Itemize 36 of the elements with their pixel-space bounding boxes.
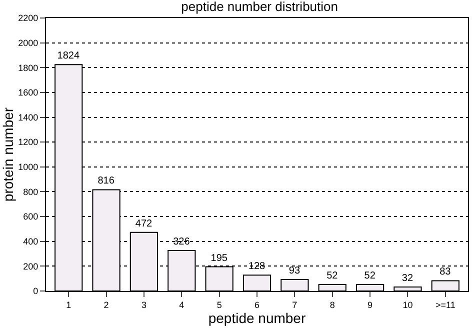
y-tick-label: 1200 [18,137,38,148]
y-tick-label: 1000 [18,162,38,172]
x-tick-label: 6 [254,300,260,310]
data-label: 52 [364,270,376,282]
data-label: 1824 [57,50,80,62]
x-axis-title: peptide number [208,310,306,326]
x-tick-label: 7 [292,300,298,310]
y-tick-label: 200 [23,261,38,272]
y-tick-label: 2000 [18,38,38,48]
x-tick-label: 9 [368,300,373,310]
data-label: 32 [402,273,414,284]
chart-title: peptide number distribution [181,0,338,14]
data-label: 816 [98,176,115,187]
data-label: 472 [135,218,153,230]
x-tick-label: >=11 [435,300,456,310]
data-label: 83 [440,266,452,278]
x-tick-label: 3 [141,300,146,310]
y-tick-label: 2200 [18,13,38,24]
y-tick-label: 400 [23,236,38,247]
data-label: 52 [326,270,338,282]
y-tick-label: 0 [33,286,38,296]
data-label: 93 [288,265,300,276]
x-tick-label: 4 [179,300,184,310]
y-tick-label: 1600 [18,88,38,98]
x-tick-label: 10 [402,300,413,310]
x-tick-label: 5 [216,300,222,310]
y-tick-label: 1800 [18,62,38,73]
x-tick-label: 8 [330,300,335,310]
x-tick-label: 1 [66,300,72,310]
y-axis-title: protein number [0,107,16,202]
y-tick-label: 1400 [18,112,38,122]
data-label: 195 [210,252,228,264]
data-label: 326 [173,236,190,248]
y-tick-label: 600 [23,212,38,222]
x-tick-label: 2 [104,300,109,310]
y-tick-label: 800 [23,186,38,197]
